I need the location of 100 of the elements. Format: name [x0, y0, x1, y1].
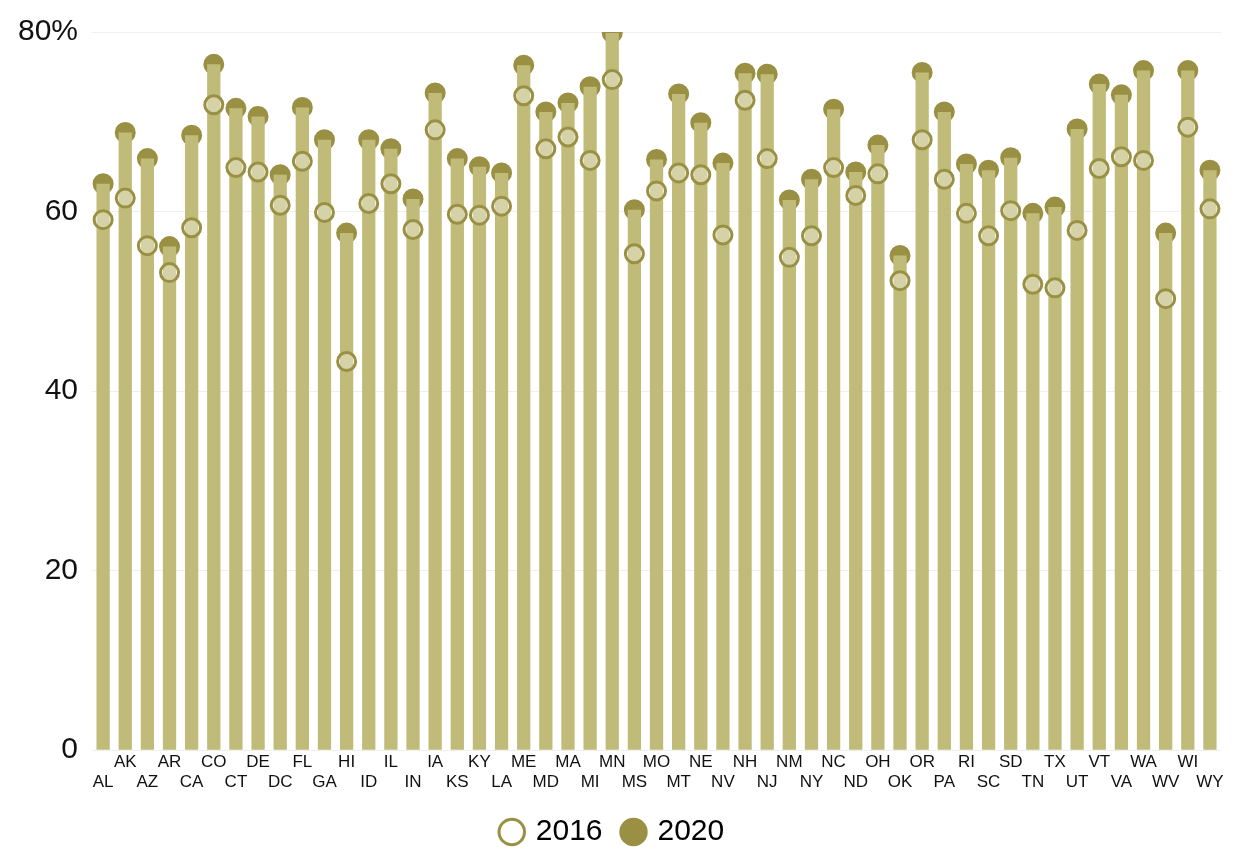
bar: [1026, 213, 1040, 750]
bar: [1114, 94, 1129, 750]
bar: [229, 108, 243, 750]
bar: [140, 158, 155, 750]
bar: [207, 64, 221, 750]
x-tick-label: TN: [1021, 772, 1045, 792]
point: [978, 225, 1000, 247]
legend-label: 2020: [657, 813, 725, 847]
bar: [185, 135, 199, 750]
bar: [981, 170, 996, 750]
point: [1177, 116, 1199, 138]
x-tick-label: SC: [976, 772, 1001, 792]
bar: [672, 93, 686, 750]
point: [313, 201, 335, 223]
bar: [826, 109, 841, 750]
point: [446, 203, 468, 225]
x-tick-label: FL: [292, 752, 313, 772]
point: [181, 217, 203, 239]
x-tick-label: OH: [865, 752, 891, 772]
x-tick-label: MO: [642, 752, 671, 772]
bar: [915, 72, 929, 750]
bar: [716, 163, 730, 750]
bar: [384, 148, 398, 750]
x-tick-label: NH: [732, 752, 758, 772]
y-tick-label: 40: [44, 372, 79, 406]
point: [291, 150, 313, 172]
point: [800, 225, 822, 247]
x-tick-label: SD: [998, 752, 1023, 772]
bar: [1092, 84, 1106, 750]
x-tick-label: WV: [1151, 772, 1181, 792]
x-tick-label: NJ: [756, 772, 778, 792]
point: [623, 243, 645, 265]
point: [92, 209, 114, 231]
point: [1133, 149, 1155, 171]
x-tick-label: ND: [843, 772, 869, 792]
bar: [295, 107, 309, 750]
bar: [362, 139, 376, 750]
point: [1155, 288, 1177, 310]
bar: [1203, 170, 1217, 750]
bar: [1004, 157, 1018, 750]
bar: [1070, 128, 1084, 750]
x-tick-label: DC: [267, 772, 293, 792]
x-tick-label: NC: [821, 752, 846, 772]
point: [468, 204, 490, 226]
point: [690, 164, 712, 186]
point: [867, 163, 889, 185]
x-tick-label: WA: [1130, 752, 1158, 772]
x-tick-label: PA: [933, 772, 956, 792]
x-tick-label: ID: [360, 772, 378, 792]
bar: [605, 32, 619, 750]
x-tick-label: WY: [1196, 772, 1224, 792]
x-tick-label: MD: [532, 772, 560, 792]
y-tick-label: 60: [44, 192, 79, 226]
point: [269, 194, 291, 216]
x-tick-label: RI: [957, 752, 975, 772]
point: [1110, 146, 1132, 168]
point: [225, 157, 247, 179]
point: [136, 235, 158, 257]
bar: [339, 233, 354, 750]
x-tick-label: MN: [599, 752, 626, 772]
bar: [804, 179, 819, 750]
bar: [849, 172, 863, 750]
x-tick-label: CO: [201, 752, 227, 772]
point: [247, 161, 269, 183]
bar: [937, 111, 951, 750]
bar: [539, 111, 553, 750]
point: [646, 180, 668, 202]
x-tick-label: NV: [711, 772, 736, 792]
x-tick-label: LA: [491, 772, 513, 792]
point: [1000, 200, 1022, 222]
point: [1088, 157, 1110, 179]
bar: [738, 73, 752, 750]
x-tick-label: UT: [1065, 772, 1089, 792]
x-tick-label: VT: [1088, 752, 1111, 772]
x-tick-label: MA: [555, 752, 582, 772]
x-tick-label: KS: [445, 772, 469, 792]
bar: [428, 93, 442, 750]
bar: [760, 74, 774, 750]
x-tick-label: AK: [113, 752, 138, 772]
point: [513, 85, 535, 107]
x-tick-label: CA: [179, 772, 205, 792]
point: [601, 69, 623, 91]
bar: [561, 102, 575, 750]
point: [159, 262, 181, 284]
point: [955, 202, 977, 224]
point: [911, 129, 933, 151]
point: [734, 89, 756, 111]
point: [424, 119, 446, 141]
x-tick-label: GA: [312, 772, 338, 792]
x-tick-label: NM: [776, 752, 803, 772]
point: [1044, 277, 1066, 299]
bar: [1048, 207, 1062, 750]
y-tick-label: 0: [61, 731, 79, 765]
point: [1022, 273, 1044, 295]
point: [889, 270, 911, 292]
x-tick-label: OR: [909, 752, 935, 772]
x-tick-label: TX: [1044, 752, 1066, 772]
bar: [959, 163, 974, 750]
point: [845, 184, 867, 206]
x-tick-label: MT: [666, 772, 691, 792]
